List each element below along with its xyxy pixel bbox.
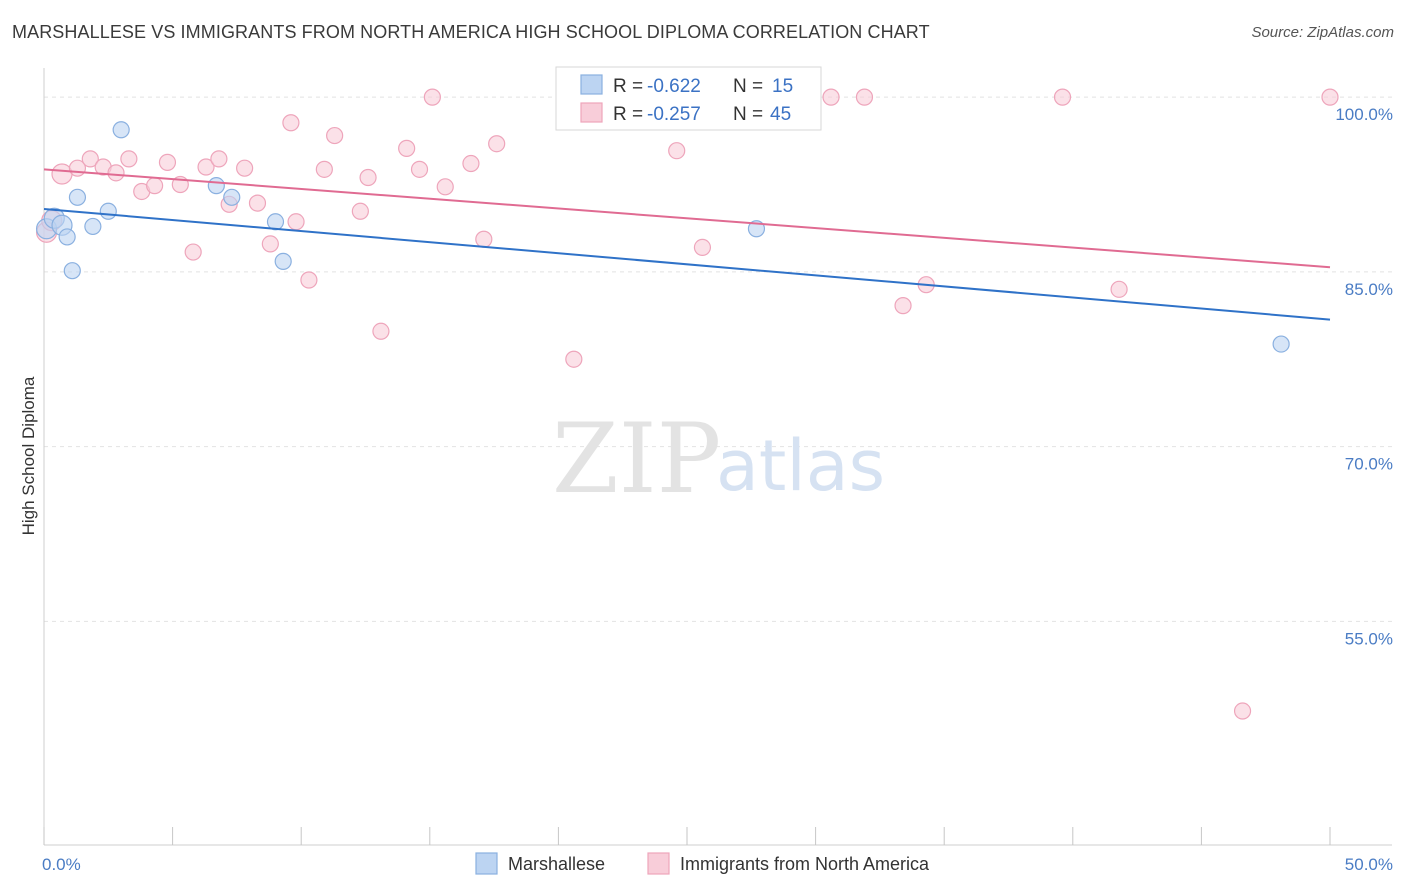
marshallese-point-12: [274, 252, 292, 270]
marshallese-trend-line: [43, 207, 1331, 321]
watermark-atlas: atlas: [716, 425, 885, 507]
immigrants-point-36: [693, 238, 712, 256]
immigrants-point-19: [282, 114, 300, 132]
x-tick-label-1: 50.0%: [1345, 855, 1393, 874]
immigrants-point-27: [398, 139, 416, 157]
marshallese-point-7: [99, 202, 117, 220]
y-axis-title: High School Diploma: [19, 376, 38, 535]
immigrants-point-25: [359, 168, 377, 187]
axes: [43, 68, 1392, 846]
marshallese-point-5: [68, 188, 87, 206]
legend-n-label-1: N =: [733, 76, 763, 97]
marshallese-point-8: [112, 121, 130, 139]
immigrants-point-30: [436, 178, 454, 196]
watermark-zip: ZIP: [552, 403, 721, 515]
marshallese-point-9: [207, 177, 225, 195]
marshallese-point-10: [223, 188, 241, 206]
correlation-legend: R = -0.622 N = 15 R = -0.257 N = 45: [555, 66, 822, 131]
series-legend-label-immigrants: Immigrants from North America: [680, 854, 930, 874]
series-legend-swatch-marshallese: [475, 852, 498, 875]
x-tick-label-0: 0.0%: [42, 855, 81, 874]
immigrants-point-16: [236, 159, 254, 177]
y-tick-label-1: 85.0%: [1345, 280, 1393, 299]
legend-n-value-2: 45: [770, 104, 791, 125]
y-tick-label-2: 70.0%: [1345, 455, 1393, 474]
immigrants-point-18: [261, 235, 279, 253]
immigrants-point-20: [287, 213, 305, 231]
y-tick-labels: 100.0% 85.0% 70.0% 55.0%: [1335, 105, 1393, 648]
marshallese-point-6: [84, 217, 102, 236]
x-tick-labels: 0.0% 50.0%: [42, 855, 1393, 874]
y-tick-label-0: 100.0%: [1335, 105, 1393, 124]
legend-n-label-2: N =: [733, 104, 763, 125]
series-legend: Marshallese Immigrants from North Americ…: [475, 852, 930, 875]
immigrants-point-24: [351, 202, 369, 220]
immigrants-point-14: [210, 150, 228, 168]
immigrants-point-34: [565, 350, 583, 368]
immigrants-point-29: [423, 88, 441, 106]
immigrants-point-35: [668, 142, 686, 160]
source-label: Source: ZipAtlas.com: [1251, 24, 1394, 41]
legend-r-value-1: -0.622: [647, 76, 701, 97]
series-legend-swatch-immigrants: [647, 852, 670, 875]
immigrants-point-32: [475, 230, 493, 248]
immigrants-trend-line: [43, 168, 1331, 269]
marshallese-point-3: [58, 228, 76, 246]
immigrants-point-41: [1053, 88, 1072, 106]
legend-swatch-immigrants: [580, 102, 603, 123]
immigrants-point-22: [315, 160, 333, 178]
immigrants-point-33: [488, 135, 506, 153]
immigrants-point-23: [326, 126, 344, 145]
immigrants-point-9: [145, 177, 164, 195]
immigrants-point-12: [184, 243, 202, 261]
immigrants-point-37: [822, 88, 840, 106]
y-tick-label-3: 55.0%: [1345, 629, 1393, 648]
immigrants-point-4: [81, 150, 99, 168]
immigrants-point-26: [372, 322, 390, 340]
marshallese-point-4: [63, 262, 81, 280]
immigrants-point-31: [462, 154, 480, 173]
immigrants-point-44: [1321, 88, 1339, 106]
marshallese-point-11: [266, 213, 285, 231]
immigrants-point-39: [894, 297, 912, 315]
chart-title: MARSHALLESE VS IMMIGRANTS FROM NORTH AME…: [12, 22, 930, 42]
immigrants-point-6: [107, 164, 125, 182]
legend-r-label-2: R =: [613, 104, 643, 125]
immigrants-point-28: [410, 160, 429, 178]
immigrants-point-17: [248, 194, 267, 212]
immigrants-point-10: [158, 153, 177, 171]
immigrants-point-21: [300, 271, 318, 289]
trend-lines: [43, 168, 1331, 321]
immigrants-point-7: [120, 150, 138, 168]
legend-swatch-marshallese: [580, 74, 603, 95]
watermark: ZIP atlas: [552, 403, 885, 515]
legend-n-value-1: 15: [772, 76, 793, 97]
marshallese-point-14: [1272, 335, 1290, 353]
immigrants-point-42: [1110, 280, 1128, 298]
series-legend-label-marshallese: Marshallese: [508, 854, 605, 874]
immigrants-point-38: [855, 88, 874, 106]
legend-r-label-1: R =: [613, 76, 643, 97]
immigrants-point-13: [197, 158, 215, 176]
legend-r-value-2: -0.257: [647, 104, 701, 125]
immigrants-point-43: [1233, 702, 1252, 720]
